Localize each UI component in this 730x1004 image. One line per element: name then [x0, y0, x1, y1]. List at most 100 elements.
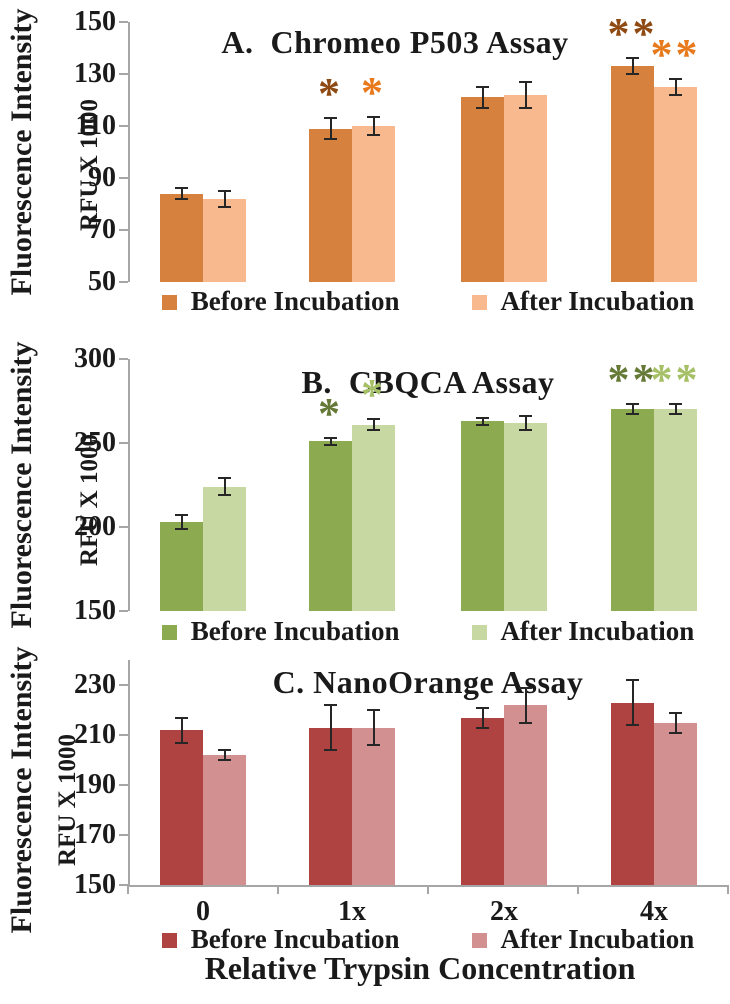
- significance-mark: **: [607, 355, 658, 405]
- bar-after-incubation-1x: [352, 424, 395, 611]
- legend-swatch-after-c: [471, 933, 487, 948]
- x-tick-label: 0: [196, 896, 210, 927]
- error-bar-line: [372, 116, 375, 136]
- y-tick-mark: [119, 684, 128, 686]
- y-tick-mark: [119, 229, 128, 231]
- error-bar-cap-top: [669, 78, 682, 81]
- bar-after-incubation-4x: [654, 722, 697, 885]
- y-tick-mark: [119, 281, 128, 283]
- error-bar-cap-bottom: [175, 527, 188, 530]
- bar-before-incubation-4x: [611, 702, 654, 885]
- y-tick-mark: [119, 610, 128, 612]
- error-bar-cap-bottom: [367, 134, 380, 137]
- significance-mark: **: [607, 9, 658, 59]
- y-tick-label: 150: [74, 6, 116, 37]
- error-bar-line: [329, 118, 332, 139]
- error-bar-cap-bottom: [669, 413, 682, 416]
- bar-after-incubation-2x: [504, 422, 547, 611]
- error-bar-cap-bottom: [519, 428, 532, 431]
- error-bar-cap-top: [669, 403, 682, 406]
- error-bar-line: [180, 515, 183, 529]
- error-bar-cap-bottom: [218, 759, 231, 761]
- y-tick-mark: [119, 442, 128, 444]
- y-tick-label: 170: [74, 819, 116, 850]
- error-bar-cap-top: [175, 716, 188, 719]
- bar-before-incubation-1x: [309, 441, 352, 611]
- x-tick-mark: [577, 885, 579, 894]
- error-bar-line: [481, 417, 484, 425]
- legend-label-before-a: Before Incubation: [190, 286, 400, 316]
- error-bar-line: [372, 710, 375, 745]
- y-tick-label: 300: [74, 343, 116, 374]
- y-tick-mark: [119, 21, 128, 23]
- error-bar-line: [329, 437, 332, 445]
- y-tick-label: 50: [88, 266, 116, 297]
- x-tick-label: 1x: [338, 896, 366, 927]
- y-tick-label: 90: [88, 162, 116, 193]
- legend-label-after-b: After Incubation: [500, 616, 695, 646]
- error-bar-cap-bottom: [519, 721, 532, 724]
- y-tick-label: 190: [74, 769, 116, 800]
- legend-label-after-c: After Incubation: [500, 924, 695, 954]
- error-bar-line: [481, 707, 484, 728]
- error-bar-cap-top: [324, 436, 337, 439]
- bar-before-incubation-0: [160, 730, 203, 885]
- error-bar-cap-top: [175, 514, 188, 517]
- x-tick-mark: [127, 885, 129, 894]
- y-tick-label: 150: [74, 869, 116, 900]
- error-bar-line: [329, 705, 332, 750]
- legend-label-before-c: Before Incubation: [190, 924, 400, 954]
- y-axis-line: [128, 660, 130, 885]
- error-bar-cap-top: [367, 115, 380, 118]
- error-bar-cap-bottom: [626, 73, 639, 75]
- error-bar-cap-bottom: [476, 423, 489, 426]
- significance-mark: **: [650, 355, 701, 405]
- bar-after-incubation-0: [203, 755, 246, 885]
- significance-mark: *: [361, 370, 386, 420]
- chart-title-c: C. NanoOrange Assay: [272, 664, 584, 700]
- error-bar-line: [631, 58, 634, 74]
- y-tick-label: 230: [74, 669, 116, 700]
- y-tick-label: 150: [74, 595, 116, 626]
- error-bar-cap-bottom: [324, 749, 337, 751]
- legend-swatch-before-b: [161, 625, 177, 640]
- error-bar-cap-top: [218, 190, 231, 192]
- bar-before-incubation-1x: [309, 727, 352, 885]
- bar-before-incubation-4x: [611, 409, 654, 611]
- y-tick-label: 130: [74, 58, 116, 89]
- error-bar-cap-top: [476, 86, 489, 88]
- legend-label-after-a: After Incubation: [500, 286, 695, 316]
- x-tick-mark: [277, 885, 279, 894]
- bar-after-incubation-0: [203, 486, 246, 611]
- y-tick-mark: [119, 834, 128, 836]
- bar-after-incubation-4x: [654, 87, 697, 282]
- error-bar-cap-top: [367, 418, 380, 421]
- error-bar-cap-top: [626, 57, 639, 60]
- error-bar-line: [674, 712, 677, 733]
- error-bar-cap-bottom: [476, 726, 489, 729]
- error-bar-cap-bottom: [324, 138, 337, 140]
- error-bar-line: [372, 419, 375, 430]
- y-axis-line: [128, 22, 130, 282]
- bar-after-incubation-1x: [352, 126, 395, 282]
- significance-mark: **: [650, 30, 701, 80]
- x-tick-mark: [727, 885, 729, 894]
- error-bar-cap-top: [519, 686, 532, 689]
- x-tick-mark: [427, 885, 429, 894]
- legend-label-before-b: Before Incubation: [190, 616, 400, 646]
- bar-before-incubation-2x: [461, 717, 504, 885]
- error-bar-line: [223, 478, 226, 496]
- error-bar-line: [524, 81, 527, 108]
- x-tick-label: 4x: [640, 896, 668, 927]
- bar-after-incubation-4x: [654, 409, 697, 611]
- error-bar-cap-top: [476, 416, 489, 419]
- error-bar-cap-bottom: [519, 106, 532, 109]
- error-bar-cap-bottom: [669, 731, 682, 734]
- error-bar-cap-bottom: [175, 741, 188, 744]
- y-tick-mark: [119, 73, 128, 75]
- error-bar-cap-top: [367, 709, 380, 711]
- error-bar-cap-bottom: [669, 93, 682, 96]
- error-bar-line: [524, 687, 527, 723]
- y-tick-mark: [119, 884, 128, 886]
